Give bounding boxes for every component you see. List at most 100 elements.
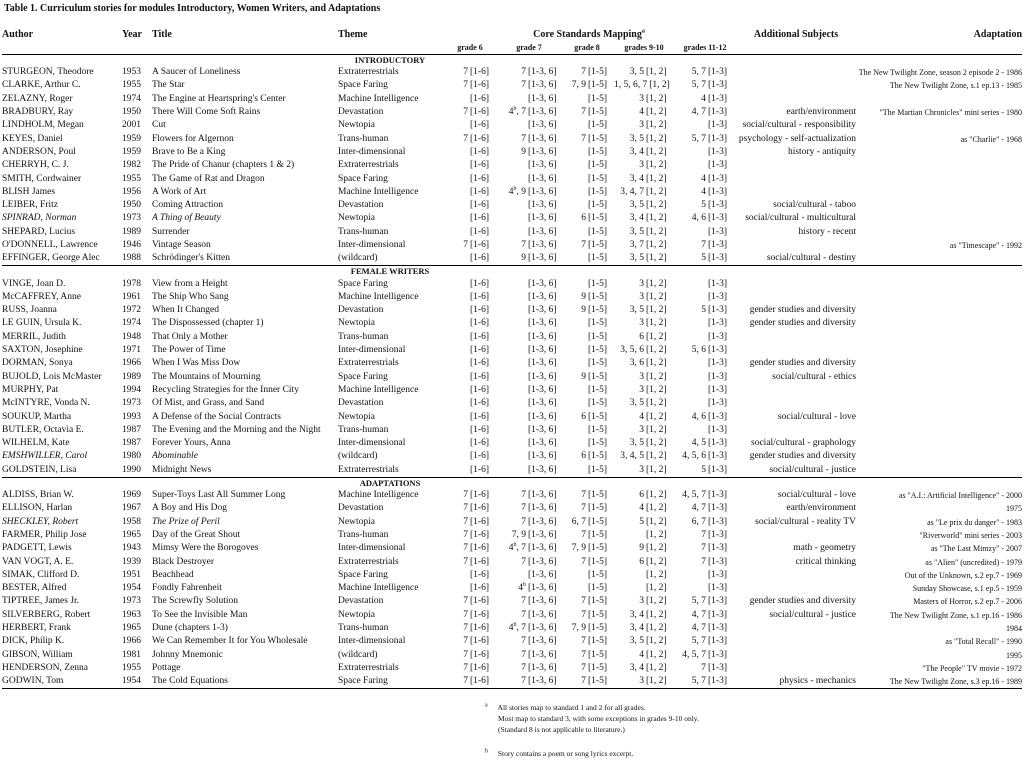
standard-numbers: 5, 7 [691,596,707,607]
grade-cell-g7: 4b, 7 [1-3, 6] [498,622,560,635]
standard-range: [1, 2] [646,240,667,250]
grade-cell-g8: 7 [1-5] [560,635,614,648]
grade-cell-g9: 4 [1, 2] [614,410,674,423]
grade-cell-g9: 6 [1, 2] [614,555,674,568]
standard-numbers: 9 [521,146,526,157]
year-cell: 1958 [122,516,141,527]
standard-numbers: 7 [581,596,586,607]
author-cell: BLISH James [2,186,56,197]
standard-range: [1-6] [470,424,489,435]
grade-cell-g6: 7 [1-6] [442,516,498,529]
standard-numbers: 6, 7 [571,516,586,527]
title-cell: Surrender [152,226,190,237]
standard-range: [1-3, 6] [528,438,557,449]
adaptation-cell [856,277,1022,290]
standard-range: [1-5] [588,318,607,329]
standard-range: [1-3, 6] [528,451,557,462]
table-row: KEYES, Daniel 1959 Flowers for Algernon Tra… [2,132,1022,145]
theme-cell: (wildcard) [338,649,378,660]
table-row: STURGEON, Theodore 1953 A Saucer of Loneli… [2,66,1022,79]
col-header-author: Author [2,28,34,40]
standard-range: [1-6] [470,133,489,144]
grade-cell-g8: [1-5] [560,384,614,397]
standard-range: [1-5] [588,371,607,382]
theme-cell: Machine Intelligence [338,186,419,197]
theme-cell: Devastation [338,305,384,316]
standard-numbers-extra: , 7 [516,623,527,634]
additional-subject-cell: gender studies and diversity [749,318,857,329]
grade-cell-g9: 3, 5 [1, 2] [614,252,674,267]
grade-cell-g6: [1-6] [442,199,498,212]
standard-range: [1-3, 6] [528,529,557,540]
grade-cell-g6: 7 [1-6] [442,542,498,555]
theme-cell: Extraterrestrials [338,556,399,567]
standard-range: [1-6] [470,569,489,580]
year-cell: 1971 [122,345,141,356]
standard-range: [1-3] [708,503,728,514]
standard-range: [1, 2] [646,384,667,395]
standard-range: [1, 2] [646,490,667,501]
title-cell: Pottage [152,662,181,673]
standard-numbers: 4 [508,107,514,118]
standard-numbers: 7 [581,649,586,660]
year-cell: 1982 [122,160,141,171]
standard-range: [1-3, 6] [528,253,557,264]
standard-range: [1-5] [588,291,607,302]
grade-cell-g8: 7 [1-5] [560,675,614,690]
footnote-marker: b [523,581,526,588]
grade-cell-g8: [1-5] [560,569,614,582]
standard-range: [1, 2] [646,371,667,382]
grade-cell-g7: [1-3, 6] [498,212,560,225]
grade-cell-g8: [1-5] [560,186,614,199]
standard-numbers: 7 [463,67,468,78]
standard-range: [1-3, 6] [528,384,557,395]
grade-cell-g6: 7 [1-6] [442,675,498,690]
standard-range: [1, 2] [646,107,667,118]
standard-range: [1, 2] [646,503,667,514]
standard-numbers: 7 [581,107,586,118]
standard-range: [1, 2] [646,278,667,289]
standard-numbers: 7 [701,543,707,554]
grade-cell-g8: 7, 9 [1-5] [560,622,614,635]
standard-range: [1, 2] [646,438,667,449]
grade-cell-g9: 4 [1, 2] [614,502,674,515]
grade-cell-g7: 7 [1-3, 6] [498,239,560,252]
standard-range: [1-3] [708,240,728,250]
standard-numbers: 7 [463,133,468,144]
additional-subject-cell: gender studies and diversity [749,451,857,462]
grade-cell-g8: 7 [1-5] [560,529,614,542]
additional-subject-cell [736,384,856,397]
additional-subject-cell: social/cultural - destiny [736,252,857,267]
standard-numbers: 3 [639,278,644,289]
standard-numbers: 7 [581,676,586,687]
table-row: GODWIN, Tom 1954 The Cold Equations Space F… [2,675,1023,690]
grade-cell-g7: [1-3, 6] [498,371,560,384]
year-cell: 1961 [122,291,141,302]
footnote-marker: a [641,28,645,35]
standard-numbers: 7 [521,133,526,144]
adaptation-cell [856,172,1022,185]
grade-cell-g8: 7 [1-5] [560,239,614,252]
adaptation-cell [856,212,1022,225]
author-cell: DORMAN, Sonya [2,358,73,369]
additional-subject-cell: math - geometry [793,543,857,554]
adaptation-cell [856,437,1022,450]
standard-range: [1-6] [470,358,489,369]
standard-numbers: 4 [639,411,644,422]
grade-cell-g8: [1-5] [560,119,614,132]
standard-range: [1, 2] [646,186,667,197]
standard-range: [1-5] [588,609,607,620]
section-spacer [2,55,338,67]
grade-cell-g6: [1-6] [442,437,498,450]
standard-range: [1, 2] [646,213,667,224]
grade-cell-g9: 3, 4 [1, 2] [614,609,674,622]
table-row: SIMAK, Clifford D. 1951 Beachhead Space Far… [2,569,1022,582]
col-header-core-standards: Core Standards Mappinga [442,27,736,41]
adaptation-cell [856,331,1022,344]
standard-range: [1-3] [708,424,728,435]
title-cell: View from a Height [152,278,228,289]
standard-range: [1-6] [470,160,489,171]
standard-numbers: 3, 4, 5 [620,451,644,462]
adaptation-cell [856,397,1022,410]
standard-range: [1, 2] [646,120,667,131]
